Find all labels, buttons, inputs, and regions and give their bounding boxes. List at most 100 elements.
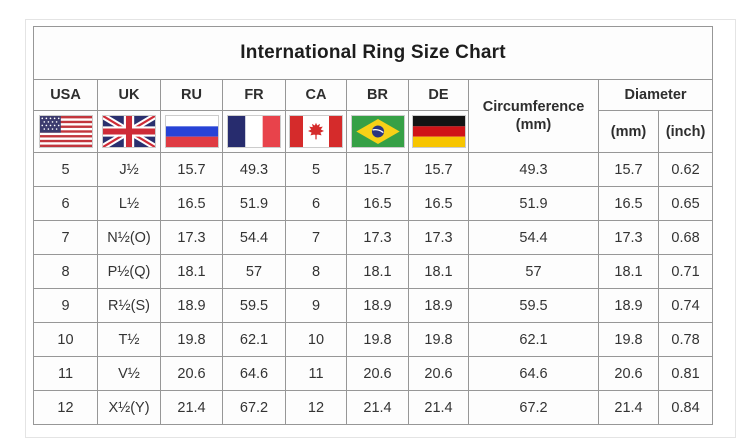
table-cell: 8 <box>33 254 98 289</box>
table-cell: 18.9 <box>598 288 659 323</box>
br-flag-cell <box>346 110 409 153</box>
table-cell: 5 <box>285 152 347 187</box>
table-cell: 0.84 <box>657 390 714 425</box>
table-cell: 51.9 <box>468 186 599 221</box>
brazil-flag-icon <box>350 115 405 148</box>
table-body: 5 J½ 15.7 49.3 5 15.7 15.7 49.3 15.7 0.62 6 L½ 16.5 5… <box>33 152 714 425</box>
table-cell: J½ <box>97 152 161 187</box>
table-cell: P½(Q) <box>97 254 161 289</box>
table-cell: 21.4 <box>598 390 659 425</box>
table-row: 8 P½(Q) 18.1 57 8 18.1 18.1 57 18.1 0.71 <box>33 254 714 289</box>
page-title: International Ring Size Chart <box>32 26 714 80</box>
table-cell: 6 <box>33 186 98 221</box>
column-header-diameter-mm: (mm) <box>598 110 659 153</box>
column-header-circumference: Circumference (mm) <box>468 79 599 153</box>
country-code-row: USA UK RU FR CA BR DE Circumference (mm)… <box>33 79 714 153</box>
column-header-ru: RU <box>160 79 223 111</box>
table-cell: 10 <box>285 322 347 357</box>
table-cell: 18.9 <box>346 288 409 323</box>
table-cell: 21.4 <box>408 390 469 425</box>
table-row: 6 L½ 16.5 51.9 6 16.5 16.5 51.9 16.5 0.65 <box>33 186 714 221</box>
table-row: 12 X½(Y) 21.4 67.2 12 21.4 21.4 67.2 21.4 0.84 <box>33 390 714 425</box>
table-cell: 12 <box>33 390 98 425</box>
table-cell: 9 <box>285 288 347 323</box>
table-row: 11 V½ 20.6 64.6 11 20.6 20.6 64.6 20.6 0.81 <box>33 356 714 391</box>
table-cell: 62.1 <box>222 322 286 357</box>
column-header-ca: CA <box>285 79 347 111</box>
table-cell: 18.9 <box>408 288 469 323</box>
table-cell: N½(O) <box>97 220 161 255</box>
table-cell: 17.3 <box>598 220 659 255</box>
column-header-br: BR <box>346 79 409 111</box>
column-header-diameter: Diameter <box>597 79 714 111</box>
ru-flag-cell <box>160 110 223 153</box>
table-cell: 18.1 <box>346 254 409 289</box>
circumference-unit: (mm) <box>515 117 552 133</box>
column-header-fr: FR <box>222 79 286 111</box>
table-cell: 15.7 <box>160 152 223 187</box>
usa-flag-icon <box>38 115 93 148</box>
table-cell: 20.6 <box>598 356 659 391</box>
table-cell: 0.74 <box>657 288 714 323</box>
table-cell: 12 <box>285 390 347 425</box>
table-cell: 17.3 <box>408 220 469 255</box>
outer-frame <box>25 19 736 438</box>
table-cell: 59.5 <box>222 288 286 323</box>
column-header-usa: USA <box>33 79 98 111</box>
table-cell: 57 <box>222 254 286 289</box>
germany-flag-icon <box>411 115 466 148</box>
table-row: 9 R½(S) 18.9 59.5 9 18.9 18.9 59.5 18.9 0.74 <box>33 288 714 323</box>
table-row: 5 J½ 15.7 49.3 5 15.7 15.7 49.3 15.7 0.62 <box>33 152 714 187</box>
flag-row: (mm) (inch) <box>33 110 714 153</box>
table-cell: 18.9 <box>160 288 223 323</box>
table-cell: 15.7 <box>598 152 659 187</box>
table-cell: 18.1 <box>160 254 223 289</box>
table-row: 7 N½(O) 17.3 54.4 7 17.3 17.3 54.4 17.3 0.68 <box>33 220 714 255</box>
table-cell: 18.1 <box>408 254 469 289</box>
table-cell: 10 <box>33 322 98 357</box>
table-cell: 6 <box>285 186 347 221</box>
table-cell: 54.4 <box>222 220 286 255</box>
table-cell: 16.5 <box>598 186 659 221</box>
usa-flag-cell <box>33 110 98 153</box>
column-header-de: DE <box>408 79 469 111</box>
table-cell: 67.2 <box>222 390 286 425</box>
table-cell: 59.5 <box>468 288 599 323</box>
table-cell: 16.5 <box>346 186 409 221</box>
table-cell: 62.1 <box>468 322 599 357</box>
table-cell: 0.65 <box>657 186 714 221</box>
table-cell: 64.6 <box>468 356 599 391</box>
table-row: 10 T½ 19.8 62.1 10 19.8 19.8 62.1 19.8 0.78 <box>33 322 714 357</box>
table-cell: 0.68 <box>657 220 714 255</box>
table-cell: 0.81 <box>657 356 714 391</box>
table-cell: T½ <box>97 322 161 357</box>
table-cell: 57 <box>468 254 599 289</box>
table-cell: 19.8 <box>346 322 409 357</box>
column-header-uk: UK <box>97 79 161 111</box>
table-cell: 0.62 <box>657 152 714 187</box>
table-cell: 7 <box>285 220 347 255</box>
table-cell: 20.6 <box>346 356 409 391</box>
table-cell: 16.5 <box>160 186 223 221</box>
canada-flag-icon <box>289 115 343 148</box>
table-cell: 16.5 <box>408 186 469 221</box>
fr-flag-cell <box>222 110 286 153</box>
table-cell: 15.7 <box>408 152 469 187</box>
table-cell: 49.3 <box>222 152 286 187</box>
de-flag-cell <box>408 110 469 153</box>
table-cell: 20.6 <box>408 356 469 391</box>
table-cell: L½ <box>97 186 161 221</box>
table-cell: 54.4 <box>468 220 599 255</box>
table-cell: 9 <box>33 288 98 323</box>
table-cell: 17.3 <box>346 220 409 255</box>
table-cell: 8 <box>285 254 347 289</box>
column-header-diameter-inch: (inch) <box>657 110 714 153</box>
table-cell: 11 <box>285 356 347 391</box>
table-cell: 7 <box>33 220 98 255</box>
circumference-label: Circumference <box>482 98 585 115</box>
table-cell: X½(Y) <box>97 390 161 425</box>
table-cell: 15.7 <box>346 152 409 187</box>
table-cell: 17.3 <box>160 220 223 255</box>
table-cell: 49.3 <box>468 152 599 187</box>
table-cell: 11 <box>33 356 98 391</box>
